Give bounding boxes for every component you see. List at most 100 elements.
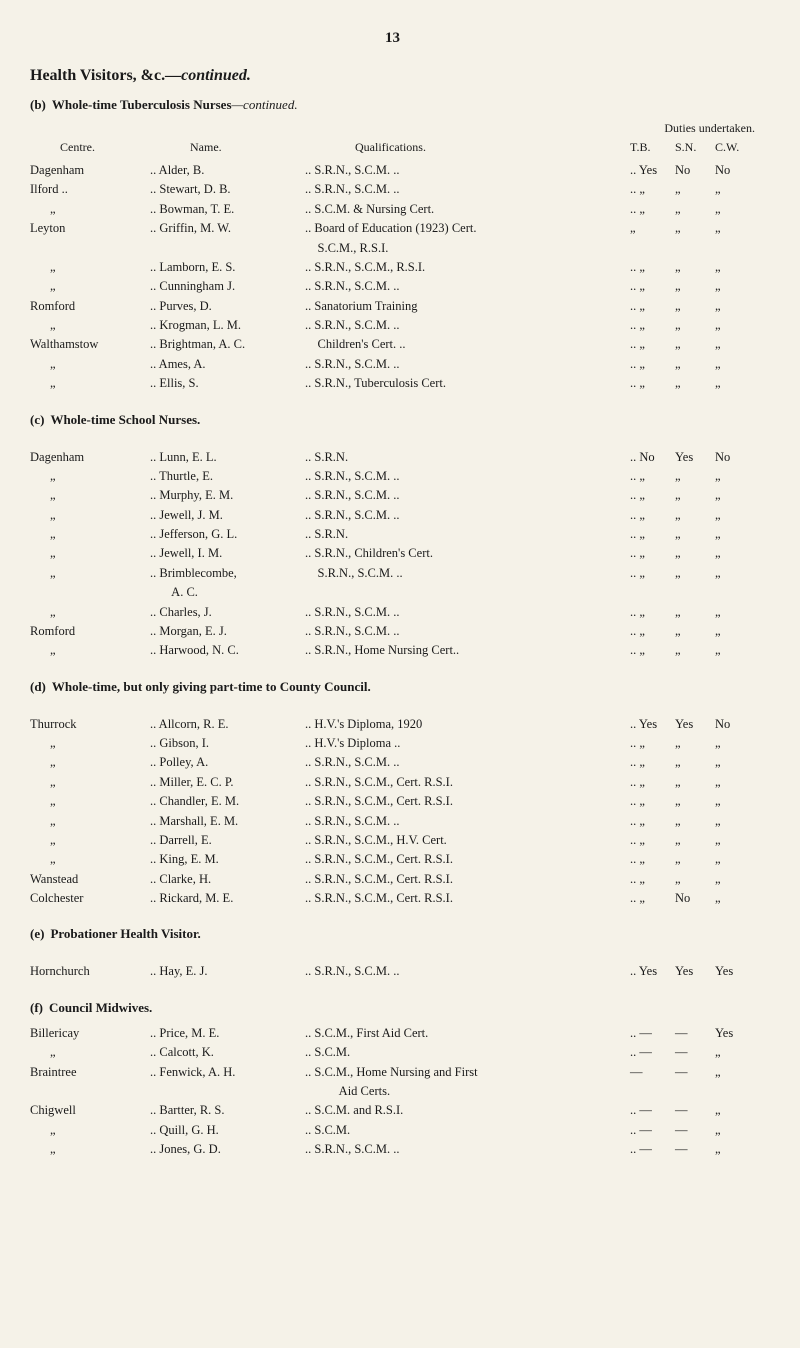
cell-name: .. Rickard, M. E. bbox=[150, 889, 305, 908]
cell-centre: „ bbox=[30, 1121, 150, 1140]
table-row: A. C. bbox=[30, 583, 755, 602]
cell-qualification: .. S.C.M. bbox=[305, 1043, 630, 1062]
cell-cw: „ bbox=[715, 734, 755, 753]
cell-sn: „ bbox=[675, 870, 715, 889]
cell-cw: „ bbox=[715, 316, 755, 335]
table-row: „.. Miller, E. C. P... S.R.N., S.C.M., C… bbox=[30, 773, 755, 792]
cell-centre: „ bbox=[30, 753, 150, 772]
cell-sn: „ bbox=[675, 297, 715, 316]
section-e-title: Probationer Health Visitor. bbox=[50, 926, 200, 942]
cell-qualification: .. S.R.N., S.C.M. .. bbox=[305, 161, 630, 180]
cell-cw: „ bbox=[715, 180, 755, 199]
cell-qualification: Aid Certs. bbox=[305, 1082, 630, 1101]
cell-qualification: .. Sanatorium Training bbox=[305, 297, 630, 316]
main-heading: Health Visitors, &c.—continued. bbox=[30, 67, 755, 85]
main-heading-text: Health Visitors, &c. bbox=[30, 67, 165, 84]
cell-cw: „ bbox=[715, 1043, 755, 1062]
cell-name bbox=[150, 239, 305, 258]
cell-tb: .. „ bbox=[630, 374, 675, 393]
cell-name: .. Jones, G. D. bbox=[150, 1140, 305, 1159]
cell-cw: „ bbox=[715, 219, 755, 238]
cell-tb bbox=[630, 239, 675, 258]
cell-centre bbox=[30, 1082, 150, 1101]
cell-sn: „ bbox=[675, 506, 715, 525]
cell-cw bbox=[715, 239, 755, 258]
cell-sn: „ bbox=[675, 773, 715, 792]
cell-name: .. Krogman, L. M. bbox=[150, 316, 305, 335]
table-row: „.. Marshall, E. M... S.R.N., S.C.M. ...… bbox=[30, 812, 755, 831]
cell-sn: „ bbox=[675, 753, 715, 772]
table-row: Leyton.. Griffin, M. W... Board of Educa… bbox=[30, 219, 755, 238]
main-heading-suffix: —continued. bbox=[165, 67, 251, 84]
cell-sn: „ bbox=[675, 525, 715, 544]
cell-cw: „ bbox=[715, 525, 755, 544]
cell-tb: .. „ bbox=[630, 486, 675, 505]
cell-tb: .. „ bbox=[630, 603, 675, 622]
section-b-rows: Dagenham.. Alder, B... S.R.N., S.C.M. ..… bbox=[30, 161, 755, 394]
cell-tb: .. „ bbox=[630, 258, 675, 277]
table-row: Ilford .... Stewart, D. B... S.R.N., S.C… bbox=[30, 180, 755, 199]
table-row: Hornchurch.. Hay, E. J... S.R.N., S.C.M.… bbox=[30, 962, 755, 981]
cell-qualification: .. S.C.M., Home Nursing and First bbox=[305, 1063, 630, 1082]
table-row: Thurrock.. Allcorn, R. E... H.V.'s Diplo… bbox=[30, 715, 755, 734]
cell-name: .. Allcorn, R. E. bbox=[150, 715, 305, 734]
cell-name: .. Brightman, A. C. bbox=[150, 335, 305, 354]
cell-tb: .. „ bbox=[630, 180, 675, 199]
cell-cw: No bbox=[715, 715, 755, 734]
cell-centre: Romford bbox=[30, 622, 150, 641]
table-row: „.. Harwood, N. C... S.R.N., Home Nursin… bbox=[30, 641, 755, 660]
cell-centre: „ bbox=[30, 355, 150, 374]
cell-tb: .. „ bbox=[630, 622, 675, 641]
cell-centre: Thurrock bbox=[30, 715, 150, 734]
cell-name: .. Cunningham J. bbox=[150, 277, 305, 296]
table-row: „.. Chandler, E. M... S.R.N., S.C.M., Ce… bbox=[30, 792, 755, 811]
cell-qualification: Children's Cert. .. bbox=[305, 335, 630, 354]
cell-tb: .. „ bbox=[630, 641, 675, 660]
cell-sn: „ bbox=[675, 792, 715, 811]
cell-name: .. Lunn, E. L. bbox=[150, 448, 305, 467]
cell-sn: — bbox=[675, 1121, 715, 1140]
cell-cw: „ bbox=[715, 335, 755, 354]
cell-name: .. Polley, A. bbox=[150, 753, 305, 772]
cell-centre: „ bbox=[30, 374, 150, 393]
cell-sn: No bbox=[675, 161, 715, 180]
table-row: Billericay.. Price, M. E... S.C.M., Firs… bbox=[30, 1024, 755, 1043]
cell-sn: „ bbox=[675, 180, 715, 199]
cell-sn: „ bbox=[675, 544, 715, 563]
cell-cw: „ bbox=[715, 200, 755, 219]
cell-name: .. Clarke, H. bbox=[150, 870, 305, 889]
table-row: Romford.. Purves, D... Sanatorium Traini… bbox=[30, 297, 755, 316]
cell-cw: „ bbox=[715, 641, 755, 660]
section-c-letter: (c) bbox=[30, 412, 44, 428]
cell-qualification: .. S.R.N., Home Nursing Cert.. bbox=[305, 641, 630, 660]
section-e-heading: (e) Probationer Health Visitor. bbox=[30, 926, 755, 942]
cell-centre: „ bbox=[30, 850, 150, 869]
table-row: „.. Brimblecombe, S.R.N., S.C.M. .... „„… bbox=[30, 564, 755, 583]
cell-centre: Ilford .. bbox=[30, 180, 150, 199]
table-row: „.. Charles, J... S.R.N., S.C.M. .... „„… bbox=[30, 603, 755, 622]
cell-qualification: .. S.R.N., Children's Cert. bbox=[305, 544, 630, 563]
cell-centre: Hornchurch bbox=[30, 962, 150, 981]
table-row: „.. Jefferson, G. L... S.R.N... „„„ bbox=[30, 525, 755, 544]
table-row: „.. Jewell, J. M... S.R.N., S.C.M. .... … bbox=[30, 506, 755, 525]
cell-cw: „ bbox=[715, 374, 755, 393]
cell-qualification: .. S.R.N., S.C.M. .. bbox=[305, 603, 630, 622]
section-f-title: Council Midwives. bbox=[49, 1000, 152, 1016]
cell-tb: .. „ bbox=[630, 277, 675, 296]
cell-tb: .. „ bbox=[630, 467, 675, 486]
header-tb: T.B. bbox=[630, 140, 675, 155]
cell-cw: „ bbox=[715, 1101, 755, 1120]
cell-cw: „ bbox=[715, 753, 755, 772]
cell-name: .. Bowman, T. E. bbox=[150, 200, 305, 219]
cell-cw bbox=[715, 1082, 755, 1101]
cell-cw: „ bbox=[715, 506, 755, 525]
cell-name: .. Griffin, M. W. bbox=[150, 219, 305, 238]
cell-qualification: .. S.R.N., S.C.M. .. bbox=[305, 1140, 630, 1159]
cell-tb: .. „ bbox=[630, 870, 675, 889]
cell-sn: — bbox=[675, 1024, 715, 1043]
cell-tb: „ bbox=[630, 219, 675, 238]
cell-qualification: .. S.R.N., S.C.M. .. bbox=[305, 316, 630, 335]
cell-centre bbox=[30, 239, 150, 258]
table-row: Romford.. Morgan, E. J... S.R.N., S.C.M.… bbox=[30, 622, 755, 641]
cell-tb: .. „ bbox=[630, 316, 675, 335]
